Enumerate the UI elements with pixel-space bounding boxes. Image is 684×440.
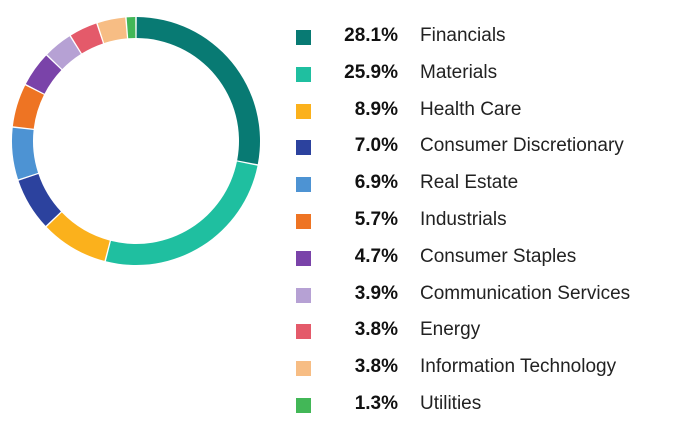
legend-swatch (296, 397, 311, 413)
legend-item: 3.9% Communication Services (296, 276, 676, 313)
donut-slice-2 (46, 212, 110, 261)
donut-slice-3 (18, 174, 61, 226)
legend-label: Communication Services (420, 282, 631, 304)
legend-value: 3.8% (354, 356, 398, 378)
legend-swatch (296, 177, 311, 193)
legend-label: Utilities (420, 392, 482, 414)
legend-swatch (296, 140, 311, 156)
legend-swatch (296, 324, 311, 340)
legend-swatch (296, 287, 311, 303)
legend-item: 3.8% Energy (296, 312, 676, 349)
legend-item: 25.9% Materials (296, 55, 676, 92)
legend-value: 28.1% (344, 25, 398, 46)
legend-label: Materials (420, 61, 498, 83)
legend-label: Health Care (420, 98, 522, 120)
legend-item: 28.1% Financials (296, 18, 676, 55)
legend-value: 3.8% (354, 319, 398, 341)
legend-item: 1.3% Utilities (296, 386, 676, 423)
donut-slice-7 (47, 36, 81, 70)
legend-swatch (296, 213, 311, 229)
legend-value: 7.0% (354, 135, 398, 157)
legend-label: Information Technology (420, 356, 617, 378)
donut-slice-1 (105, 161, 258, 265)
legend-label: Industrials (420, 208, 507, 230)
legend-label: Financials (420, 25, 506, 46)
donut-slice-10 (126, 17, 136, 39)
donut-slice-6 (25, 55, 62, 94)
donut-slice-4 (11, 127, 39, 180)
legend: 28.1% Financials 25.9% Materials 8.9% Health … (296, 18, 676, 423)
legend-item: 8.9% Health Care (296, 92, 676, 129)
legend-swatch (296, 30, 311, 45)
donut-slice-9 (97, 17, 127, 44)
legend-value: 6.9% (354, 172, 398, 194)
legend-value: 25.9% (344, 61, 398, 83)
legend-label: Consumer Staples (420, 245, 577, 267)
legend-value: 8.9% (354, 98, 398, 120)
donut-chart (11, 17, 260, 265)
legend-swatch (296, 250, 311, 266)
legend-value: 1.3% (354, 392, 398, 414)
legend-value: 3.9% (354, 282, 398, 304)
legend-swatch (296, 103, 311, 119)
legend-item: 4.7% Consumer Staples (296, 239, 676, 276)
legend-item: 6.9% Real Estate (296, 165, 676, 202)
legend-label: Energy (420, 319, 481, 341)
legend-item: 5.7% Industrials (296, 202, 676, 239)
legend-item: 7.0% Consumer Discretionary (296, 128, 676, 165)
legend-value: 4.7% (354, 245, 398, 267)
legend-label: Real Estate (420, 172, 519, 194)
legend-swatch (296, 66, 311, 82)
donut-slice-8 (70, 23, 103, 54)
legend-value: 5.7% (354, 208, 398, 230)
legend-item: 3.8% Information Technology (296, 349, 676, 386)
legend-swatch (296, 361, 311, 377)
donut-slice-0 (136, 17, 260, 165)
donut-slice-5 (12, 85, 44, 129)
legend-label: Consumer Discretionary (420, 135, 624, 157)
